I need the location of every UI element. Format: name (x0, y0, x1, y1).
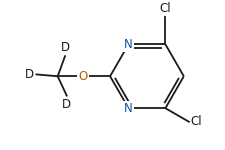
Text: O: O (78, 70, 87, 83)
Text: Cl: Cl (190, 115, 202, 128)
Text: N: N (124, 102, 132, 115)
Text: D: D (60, 41, 69, 54)
Text: N: N (124, 38, 132, 51)
Text: Cl: Cl (159, 2, 171, 15)
Text: D: D (25, 68, 34, 81)
Text: D: D (62, 98, 71, 111)
